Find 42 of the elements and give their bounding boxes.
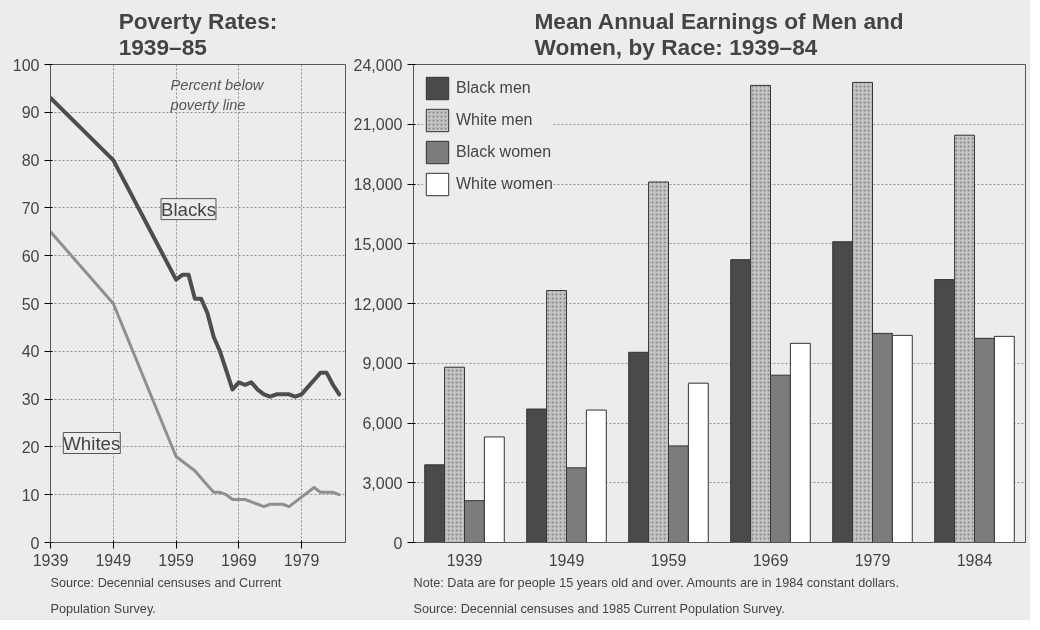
x-tick-label: 1949 (548, 551, 585, 569)
x-tick-label: 1984 (956, 551, 993, 569)
chart-title: Mean Annual Earnings of Men and Women, by Race: 1939–84 (534, 7, 904, 60)
legend-label: White men (456, 111, 533, 129)
y-tick-label: 40 (21, 343, 40, 361)
y-tick-label: 90 (21, 104, 40, 122)
y-tick-label: 60 (21, 247, 40, 265)
legend-label: Black women (456, 143, 552, 161)
y-tick-label: 9,000 (362, 355, 403, 373)
y-tick-label: 70 (21, 199, 40, 217)
y-tick-label: 15,000 (353, 235, 403, 253)
x-tick-label: 1969 (221, 551, 257, 569)
x-tick-label: 1969 (752, 551, 789, 569)
chart-title: Poverty Rates: 1939–85 (118, 7, 278, 60)
y-tick-label: 20 (21, 438, 40, 456)
x-tick-label: 1979 (283, 551, 320, 569)
x-tick-label: 1939 (446, 551, 483, 569)
y-tick-label: 100 (12, 56, 40, 74)
text: Note: Data are for people 15 years old and over. Amounts are in 1984 constant dollars. Source: Decennial censuses and 1985 Current Population Survey. (413, 575, 899, 616)
y-tick-label: 80 (21, 152, 40, 170)
y-tick-label: 21,000 (353, 116, 403, 134)
y-tick-label: 3,000 (362, 474, 403, 492)
y-tick-label: 24,000 (353, 56, 403, 74)
legend-label: White women (456, 175, 553, 193)
y-tick-label: 0 (393, 534, 403, 552)
x-tick-label: 1979 (854, 551, 891, 569)
y-tick-label: 10 (21, 486, 40, 504)
legend-label: Black men (456, 79, 531, 97)
x-tick-label: 1949 (95, 551, 132, 569)
y-tick-label: 50 (21, 295, 40, 313)
x-tick-label: 1939 (32, 551, 69, 569)
y-tick-label: 6,000 (362, 415, 403, 432)
source-note: Source: Decennial censuses and Current Population Survey. (50, 575, 282, 616)
y-tick-label: 30 (21, 391, 40, 409)
x-tick-label: 1959 (650, 551, 687, 569)
line-series (50, 230, 341, 509)
y-tick-label: 12,000 (353, 295, 403, 313)
y-tick-label: 18,000 (353, 176, 403, 193)
x-tick-label: 1959 (158, 551, 194, 569)
annotation: Percent below poverty line (169, 76, 265, 113)
y-tick-label: 0 (30, 534, 40, 552)
series-label: Blacks (161, 198, 216, 220)
